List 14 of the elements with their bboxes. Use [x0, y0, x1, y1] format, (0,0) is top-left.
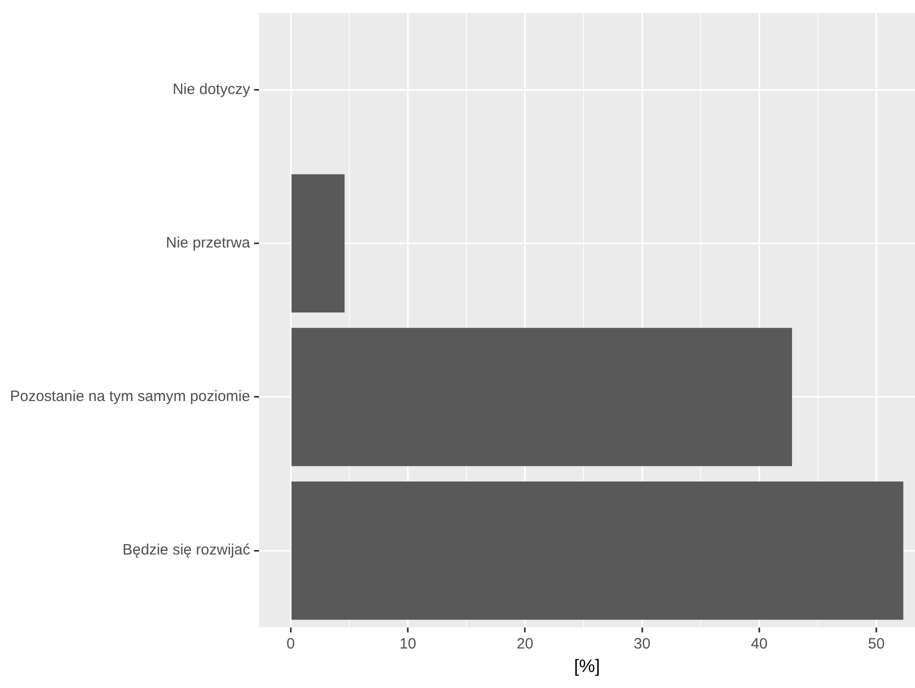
bar — [292, 174, 345, 313]
x-tick-label: 10 — [400, 636, 416, 653]
x-axis-title: [%] — [574, 656, 600, 676]
x-tick-label: 0 — [286, 636, 295, 653]
bar — [292, 328, 792, 466]
x-tick-label: 30 — [634, 636, 650, 653]
y-tick-label: Nie dotyczy — [172, 80, 251, 98]
x-tick-label: 50 — [868, 636, 885, 653]
y-tick-label: Będzie się rozwijać — [122, 542, 251, 559]
x-tick-label: 20 — [516, 636, 534, 653]
bar — [292, 481, 904, 620]
y-tick-label: Nie przetrwa — [166, 234, 251, 252]
y-tick-label: Pozostanie na tym samym poziomie — [10, 388, 250, 406]
x-tick-label: 40 — [750, 636, 768, 653]
